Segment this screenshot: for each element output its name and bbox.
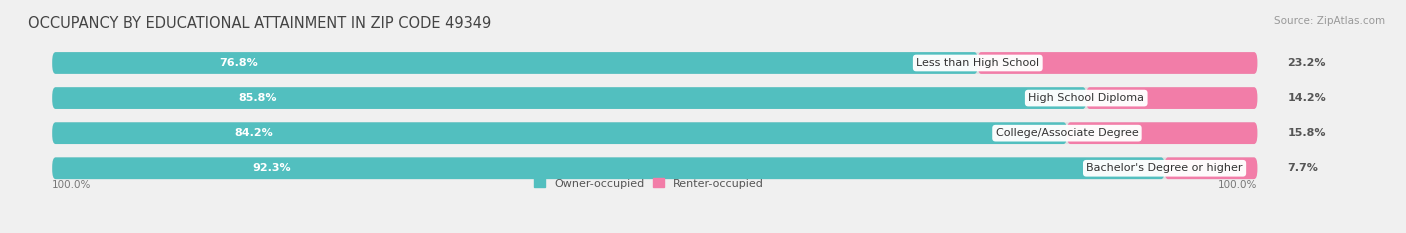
Text: OCCUPANCY BY EDUCATIONAL ATTAINMENT IN ZIP CODE 49349: OCCUPANCY BY EDUCATIONAL ATTAINMENT IN Z…	[28, 16, 491, 31]
Text: College/Associate Degree: College/Associate Degree	[995, 128, 1139, 138]
Text: 15.8%: 15.8%	[1288, 128, 1326, 138]
FancyBboxPatch shape	[52, 52, 977, 74]
Text: High School Diploma: High School Diploma	[1028, 93, 1144, 103]
Text: 85.8%: 85.8%	[239, 93, 277, 103]
FancyBboxPatch shape	[52, 122, 1067, 144]
Legend: Owner-occupied, Renter-occupied: Owner-occupied, Renter-occupied	[530, 174, 769, 193]
Text: 92.3%: 92.3%	[253, 163, 291, 173]
FancyBboxPatch shape	[52, 157, 1164, 179]
Text: 84.2%: 84.2%	[235, 128, 274, 138]
Text: 76.8%: 76.8%	[219, 58, 257, 68]
Text: 14.2%: 14.2%	[1288, 93, 1326, 103]
FancyBboxPatch shape	[977, 52, 1257, 74]
Text: Source: ZipAtlas.com: Source: ZipAtlas.com	[1274, 16, 1385, 26]
FancyBboxPatch shape	[52, 87, 1257, 109]
Text: Bachelor's Degree or higher: Bachelor's Degree or higher	[1087, 163, 1243, 173]
FancyBboxPatch shape	[52, 122, 1257, 144]
FancyBboxPatch shape	[1164, 157, 1257, 179]
Text: 100.0%: 100.0%	[1218, 180, 1257, 190]
Text: 7.7%: 7.7%	[1288, 163, 1319, 173]
FancyBboxPatch shape	[52, 52, 1257, 74]
Text: 23.2%: 23.2%	[1288, 58, 1326, 68]
Text: Less than High School: Less than High School	[917, 58, 1039, 68]
Text: 100.0%: 100.0%	[52, 180, 91, 190]
FancyBboxPatch shape	[52, 157, 1257, 179]
FancyBboxPatch shape	[1067, 122, 1257, 144]
FancyBboxPatch shape	[1087, 87, 1257, 109]
FancyBboxPatch shape	[52, 87, 1087, 109]
